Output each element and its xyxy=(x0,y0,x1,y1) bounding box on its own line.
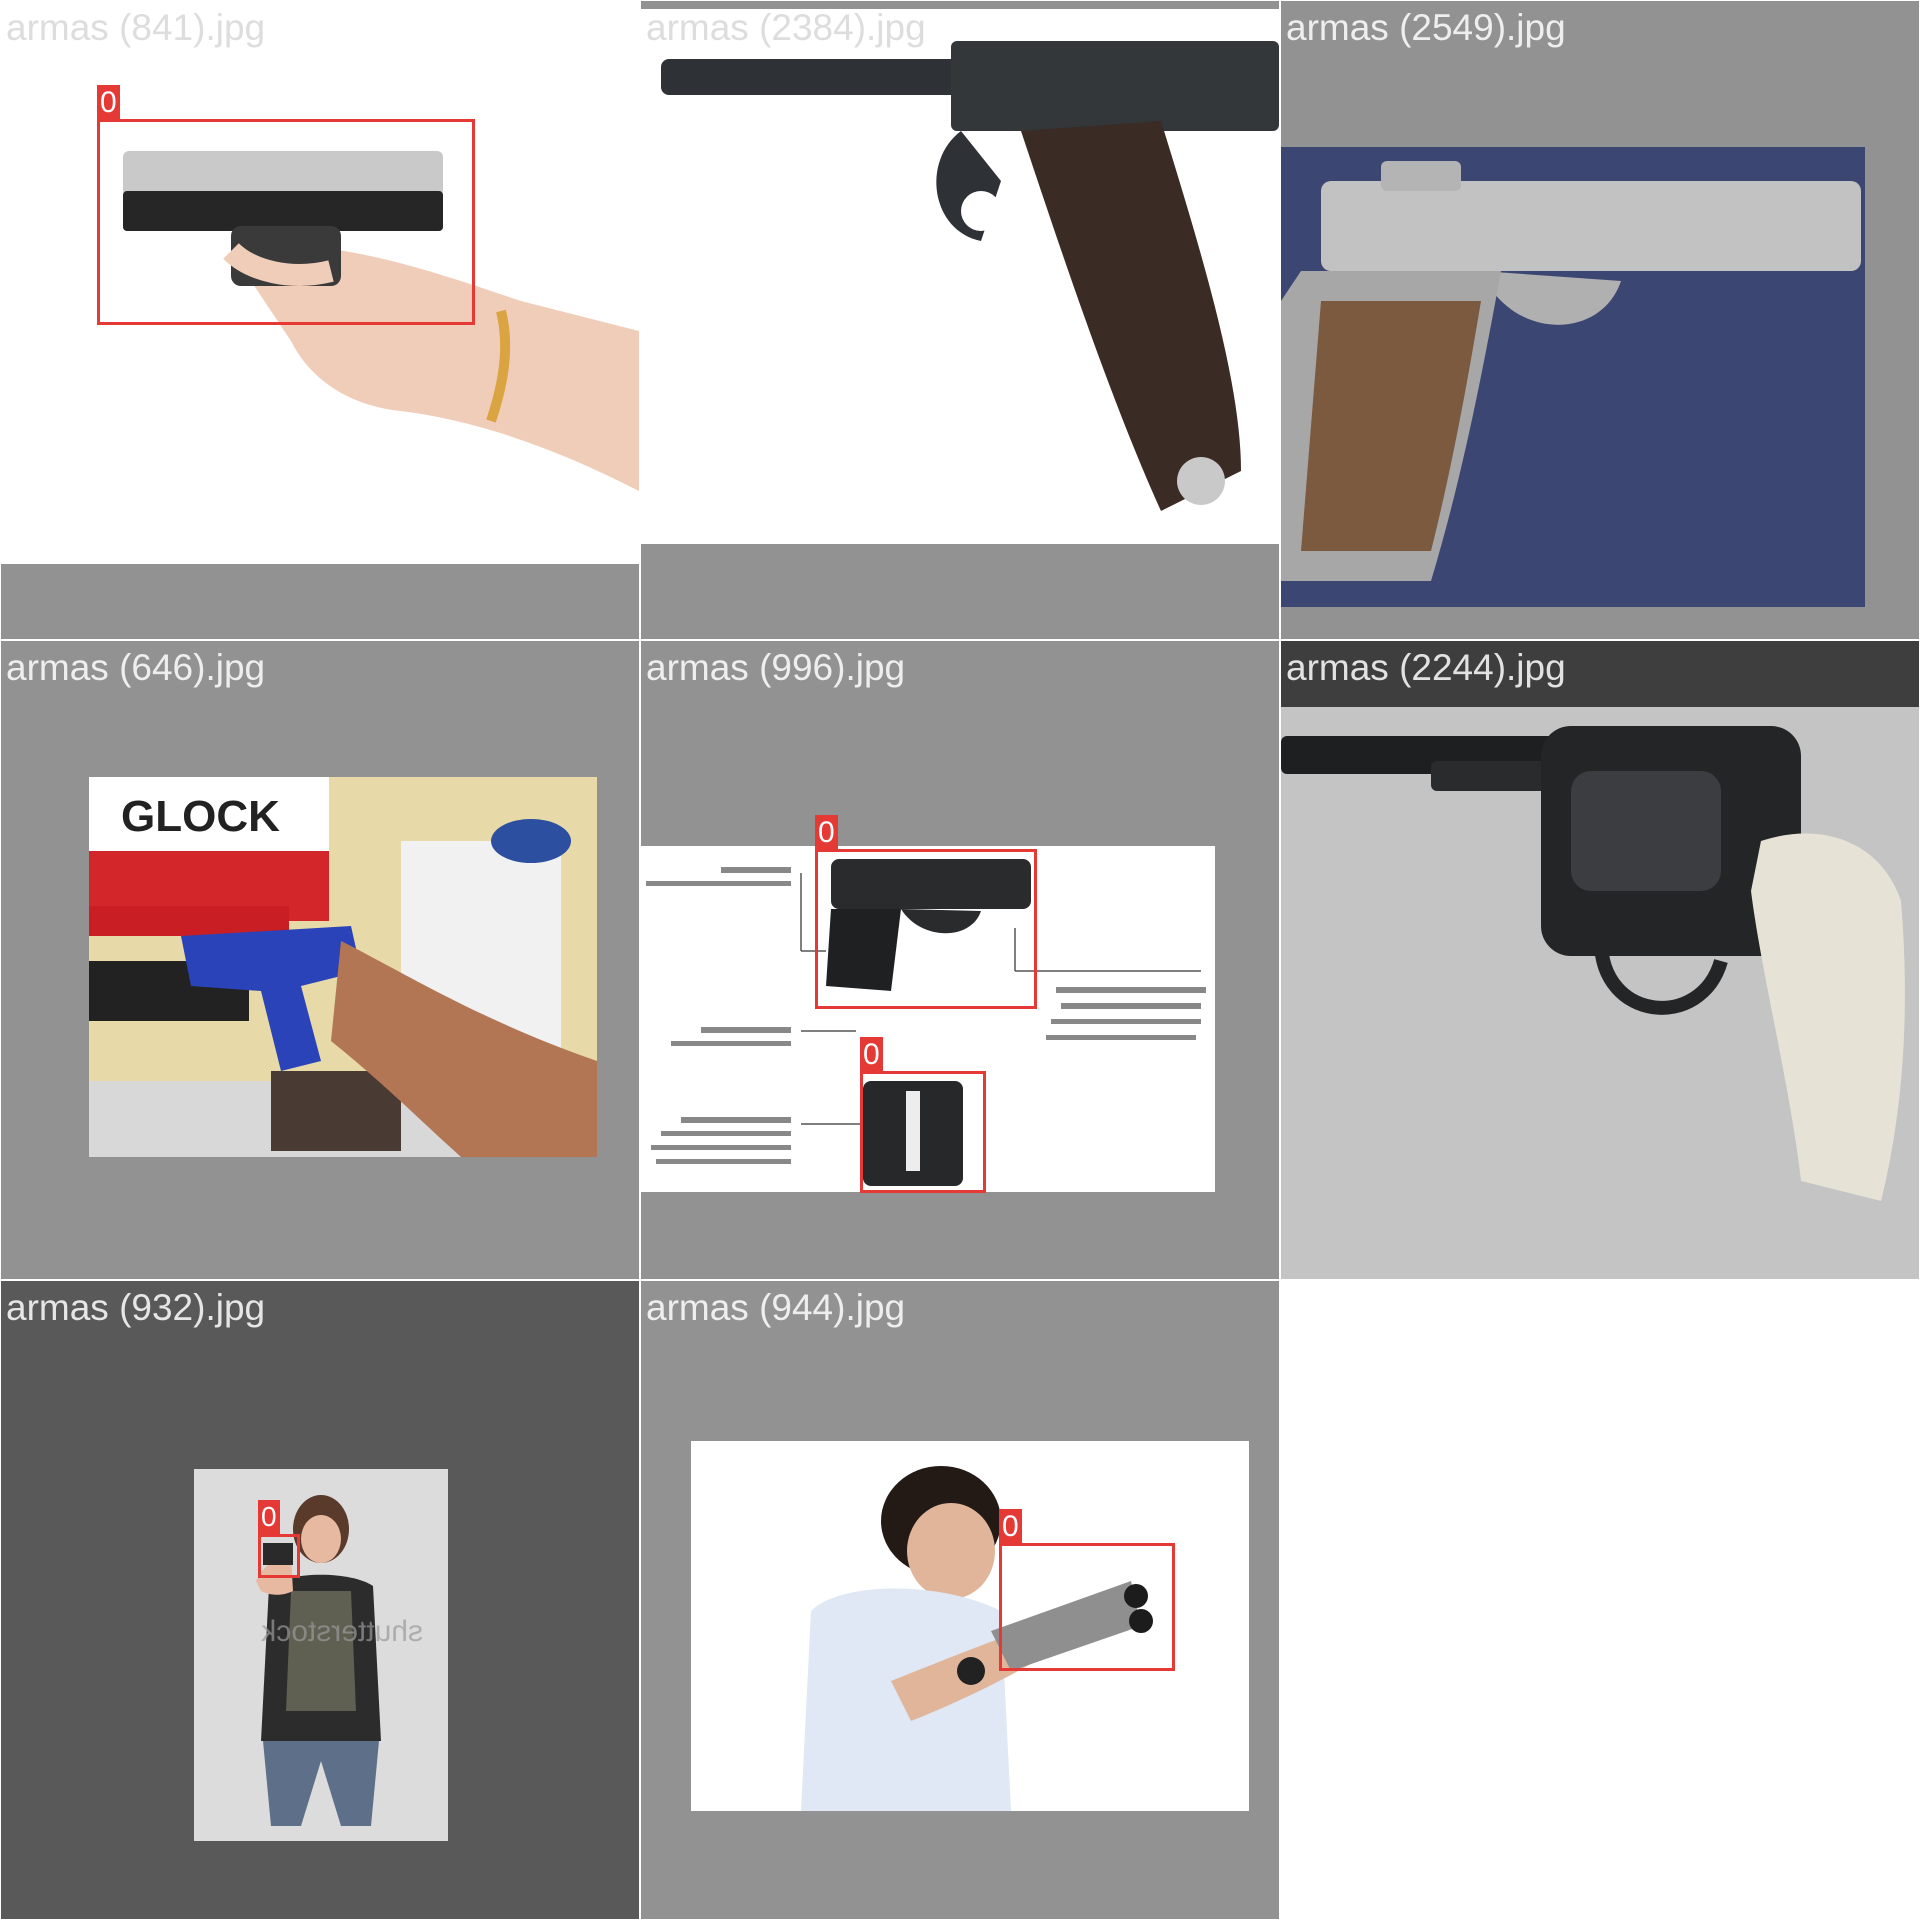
detection-box xyxy=(860,1071,986,1193)
tile: armas (2384).jpg xyxy=(641,1,1279,639)
filename-label: armas (932).jpg xyxy=(6,1287,266,1328)
photo-thumbnail: GLOCK xyxy=(89,777,597,1157)
detection-label: 0 xyxy=(258,1500,280,1534)
photo-thumbnail: shutterstock xyxy=(194,1469,448,1841)
tile: 0 0 armas (996).jpg xyxy=(641,641,1279,1279)
detection-label: 0 xyxy=(97,85,120,121)
tile: 0 armas (841).jpg xyxy=(1,1,639,639)
detection-label: 0 xyxy=(815,815,838,851)
svg-text:shutterstock: shutterstock xyxy=(260,1615,423,1648)
svg-text:GLOCK: GLOCK xyxy=(121,792,280,841)
filename-label: armas (944).jpg xyxy=(646,1287,906,1328)
detection-label: 0 xyxy=(860,1037,883,1073)
detection-box xyxy=(999,1543,1175,1671)
photo-thumbnail xyxy=(641,9,1279,544)
tile: 0 armas (944).jpg xyxy=(641,1281,1279,1919)
filename-label: armas (2384).jpg xyxy=(646,7,926,48)
tile: armas (2549).jpg xyxy=(1281,1,1919,639)
photo-thumbnail xyxy=(691,1441,1249,1811)
photo-thumbnail xyxy=(641,846,1215,1192)
tile: shutterstock 0 armas (932).jpg xyxy=(1,1281,639,1919)
filename-label: armas (841).jpg xyxy=(6,7,266,48)
tile: GLOCK armas (646).jpg xyxy=(1,641,639,1279)
detection-label: 0 xyxy=(999,1509,1022,1545)
filename-label: armas (996).jpg xyxy=(646,647,906,688)
detection-box xyxy=(258,1534,300,1578)
photo-thumbnail xyxy=(1281,147,1865,607)
filename-label: armas (646).jpg xyxy=(6,647,266,688)
filename-label: armas (2549).jpg xyxy=(1286,7,1566,48)
filename-label: armas (2244).jpg xyxy=(1286,647,1566,688)
tile: armas (2244).jpg xyxy=(1281,641,1919,1279)
photo-thumbnail xyxy=(1,1,639,564)
detection-box xyxy=(97,119,475,325)
photo-thumbnail xyxy=(1281,641,1919,1279)
detection-box xyxy=(815,849,1037,1009)
